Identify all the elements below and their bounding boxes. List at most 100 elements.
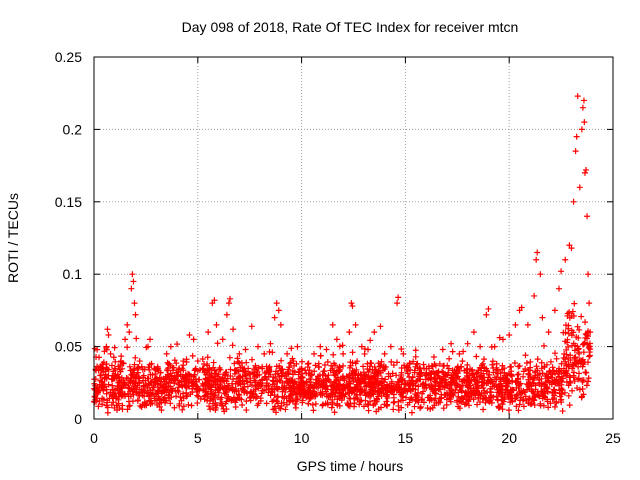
data-point [346,329,353,336]
background-point [173,393,180,400]
background-point [243,375,250,382]
data-point [271,314,278,321]
background-point [398,404,405,411]
background-point [133,335,140,342]
background-point [144,385,151,392]
background-point [583,369,590,376]
background-point [154,401,161,408]
background-point [534,356,541,363]
background-point [312,362,319,369]
background-point [409,374,416,381]
background-point [517,380,524,387]
background-point [345,401,352,408]
background-point [567,374,574,381]
background-point [393,372,400,379]
background-point [145,364,152,371]
background-point [111,404,118,411]
background-point [571,354,578,361]
background-point [493,360,500,367]
background-point [393,381,400,388]
background-point [451,380,458,387]
background-point [146,398,153,405]
background-point [224,382,231,389]
background-point [354,358,361,365]
background-point [398,389,405,396]
background-point [204,354,211,361]
background-point [570,313,577,320]
background-point [429,404,436,411]
data-point [533,256,540,263]
background-point [471,376,478,383]
background-point [245,365,252,372]
background-point [466,396,473,403]
background-point [350,375,357,382]
background-point [443,401,450,408]
background-point [563,379,570,386]
background-point [457,398,464,405]
background-point [270,406,277,413]
background-point [292,404,299,411]
background-point [559,387,566,394]
background-point [158,384,165,391]
background-point [134,369,141,376]
background-point [527,367,534,374]
data-point [213,321,220,328]
background-point [236,395,243,402]
data-point [570,198,577,205]
background-point [283,401,290,408]
data-point [358,343,365,350]
background-point [544,388,551,395]
background-point [226,354,233,361]
background-point [412,353,419,360]
background-point [368,360,375,367]
background-point [149,371,156,378]
background-point [219,378,226,385]
background-point [575,363,582,370]
background-point [361,350,368,357]
y-tick-label: 0.2 [63,121,83,137]
background-point [141,399,148,406]
background-point [373,368,380,375]
background-point [147,387,154,394]
background-point [473,370,480,377]
data-point [194,358,201,365]
background-point [388,383,395,390]
background-point [369,375,376,382]
background-point [516,362,523,369]
background-point [126,402,133,409]
x-tick-label: 5 [194,430,202,446]
background-point [130,367,137,374]
background-point [104,399,111,406]
background-point [459,358,466,365]
background-point [582,319,589,326]
background-point [565,343,572,350]
data-point [581,119,588,126]
background-point [412,397,419,404]
background-point [417,370,424,377]
background-point [582,369,589,376]
background-point [322,400,329,407]
background-point [519,389,526,396]
background-point [183,389,190,396]
background-point [96,354,103,361]
data-point [576,184,583,191]
background-point [334,402,341,409]
background-point [363,382,370,389]
data-point [365,346,372,353]
plot-frame [93,56,614,420]
data-point [583,166,590,173]
background-point [204,397,211,404]
background-point [481,364,488,371]
data-point [323,346,330,353]
background-point [505,380,512,387]
background-point [175,384,182,391]
background-point [227,372,234,379]
background-point [543,371,550,378]
background-point [575,346,582,353]
axis-ticks: 0 5 10 15 20 25 0 0.05 0.1 0.15 0.2 0.25 [55,49,621,446]
background-point [552,379,559,386]
background-point [429,388,436,395]
y-axis-label: ROTI / TECUs [5,193,21,283]
background-point [472,391,479,398]
data-point [400,350,407,357]
